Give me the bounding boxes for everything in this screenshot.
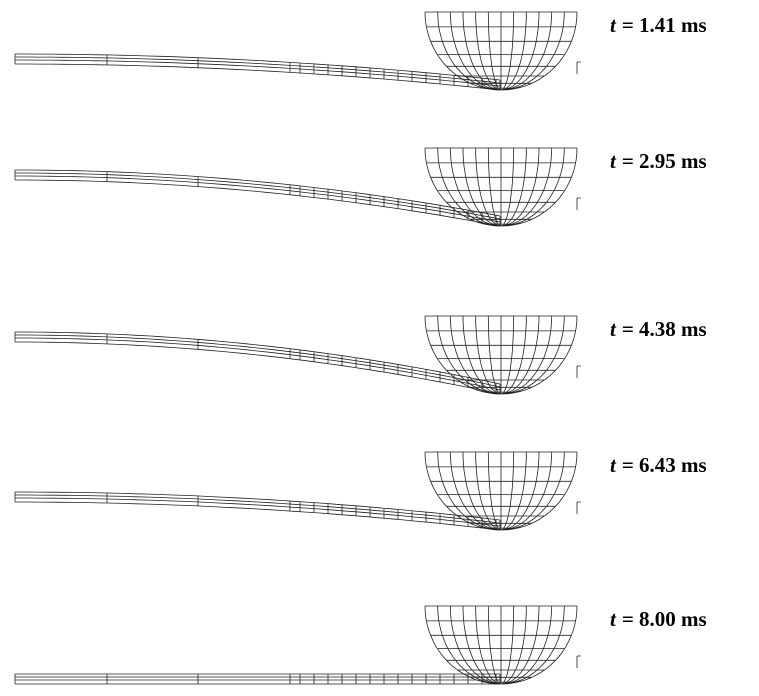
plate-mesh xyxy=(15,170,500,226)
time-label: t= 6.43 ms xyxy=(610,453,707,477)
panel: t= 2.95 ms xyxy=(15,148,707,226)
impactor-mesh xyxy=(425,12,581,90)
time-label: t= 1.41 ms xyxy=(610,13,707,37)
impactor-mesh xyxy=(425,452,581,530)
time-value: = 6.43 ms xyxy=(622,453,707,477)
impactor-mesh xyxy=(425,148,581,226)
plate-mesh xyxy=(15,332,500,394)
plate-mesh xyxy=(15,674,500,684)
time-symbol: t xyxy=(610,317,617,341)
time-label: t= 4.38 ms xyxy=(610,317,707,341)
panel: t= 4.38 ms xyxy=(15,316,707,394)
panel: t= 1.41 ms xyxy=(15,12,707,90)
time-symbol: t xyxy=(610,453,617,477)
time-value: = 1.41 ms xyxy=(622,13,707,37)
plate-mesh xyxy=(15,492,500,530)
panel: t= 6.43 ms xyxy=(15,452,707,530)
time-value: = 8.00 ms xyxy=(622,607,707,631)
impactor-mesh xyxy=(425,316,581,394)
time-symbol: t xyxy=(610,149,617,173)
time-label: t= 8.00 ms xyxy=(610,607,707,631)
impactor-mesh xyxy=(425,606,581,684)
page: {"panels": [ {"symbol": "t", "text": "= … xyxy=(0,0,759,696)
time-value: = 4.38 ms xyxy=(622,317,707,341)
panel: t= 8.00 ms xyxy=(15,606,707,684)
plate-mesh xyxy=(15,54,500,90)
time-symbol: t xyxy=(610,607,617,631)
time-symbol: t xyxy=(610,13,617,37)
time-value: = 2.95 ms xyxy=(622,149,707,173)
figure: t= 1.41 mst= 2.95 mst= 4.38 mst= 6.43 ms… xyxy=(0,0,759,696)
time-label: t= 2.95 ms xyxy=(610,149,707,173)
